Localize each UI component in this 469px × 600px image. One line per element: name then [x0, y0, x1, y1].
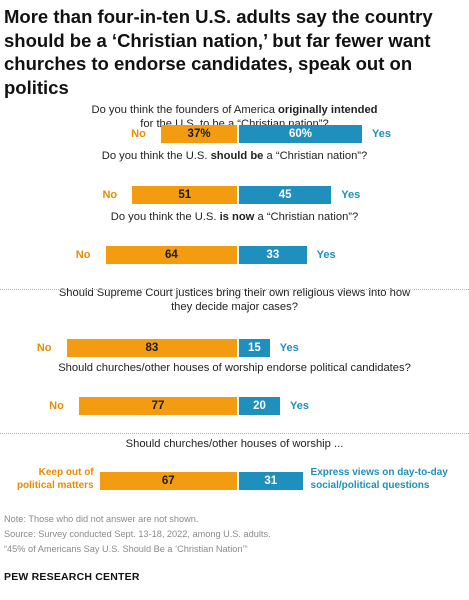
bar-no: 37%	[161, 125, 237, 143]
separator	[0, 289, 469, 290]
label-yes: Yes	[316, 249, 336, 261]
bar-yes: 20	[239, 397, 280, 415]
label-no: No	[49, 400, 64, 412]
bar-yes: 15	[239, 339, 270, 357]
question-text-part: Do you think the U.S.	[101, 150, 211, 162]
question-text-part: Should churches/other houses of worship …	[125, 438, 344, 450]
question-text-part: Should churches/other houses of worship …	[58, 362, 411, 374]
question-text: Do you think the U.S. is now a “Christia…	[0, 210, 469, 224]
question-text: Do you think the U.S. should be a “Chris…	[0, 149, 469, 163]
question-text-part: a “Christian nation”?	[254, 211, 359, 223]
source-text: Source: Survey conducted Sept. 13-18, 20…	[4, 529, 271, 539]
question-text-part: Do you think the founders of America	[91, 104, 279, 116]
question-text: Should Supreme Court justices bring thei…	[55, 286, 415, 314]
question-emphasis: should be	[210, 150, 264, 162]
bar-no: 67	[99, 472, 237, 490]
question-text: Should churches/other houses of worship …	[0, 437, 469, 451]
separator	[0, 433, 469, 434]
question-text-part: Do you think the U.S.	[110, 211, 220, 223]
label-yes: Yes	[372, 128, 391, 140]
label-yes: Yes	[290, 400, 309, 412]
bar-yes: 45	[239, 186, 332, 204]
question-emphasis: is now	[219, 211, 255, 223]
pew-research-center-logo: PEW RESEARCH CENTER	[4, 571, 140, 583]
label-no: No	[36, 342, 52, 354]
label-no: Keep out of political matters	[16, 467, 94, 491]
label-no: No	[131, 128, 146, 140]
report-title: “45% of Americans Say U.S. Should Be a ‘…	[4, 544, 248, 554]
bar-no: 83	[66, 339, 237, 357]
label-yes: Express views on day-to-day social/polit…	[310, 467, 448, 491]
question-emphasis: originally intended	[278, 104, 378, 116]
label-no: No	[75, 249, 91, 261]
question-text-part: a “Christian nation”?	[263, 150, 368, 162]
bar-no: 77	[79, 397, 237, 415]
bar-yes: 33	[239, 246, 307, 264]
question-text-part: Should Supreme Court justices bring thei…	[58, 287, 411, 313]
label-no: No	[102, 189, 118, 201]
label-yes: Yes	[341, 189, 361, 201]
question-text: Should churches/other houses of worship …	[0, 361, 469, 375]
bar-yes: 60%	[239, 125, 362, 143]
bar-no: 51	[132, 186, 237, 204]
bar-yes: 31	[239, 472, 303, 490]
note-text: Note: Those who did not answer are not s…	[4, 514, 199, 524]
chart-title: More than four-in-ten U.S. adults say th…	[4, 6, 433, 98]
label-yes: Yes	[279, 342, 299, 354]
bar-no: 64	[105, 246, 237, 264]
